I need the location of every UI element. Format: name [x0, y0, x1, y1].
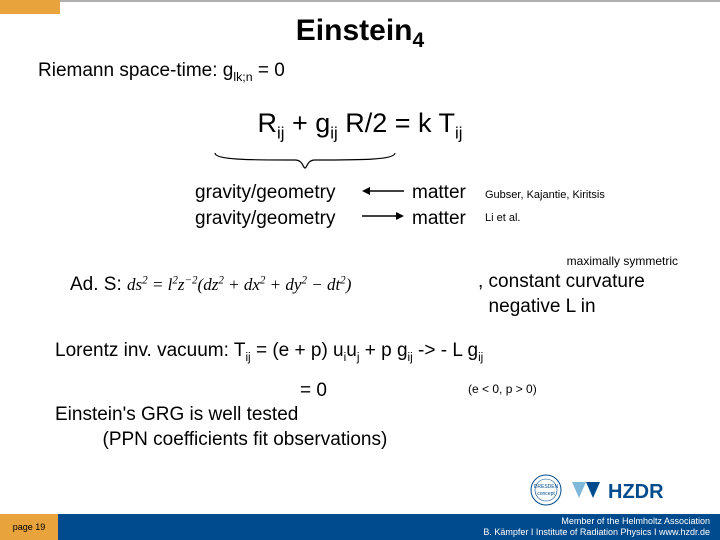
slide: Einstein4 Riemann space-time: glk;n = 0 … — [0, 0, 720, 540]
ads-label: Ad. S: — [70, 274, 127, 295]
lorentz-line: Lorentz inv. vacuum: Tij = (e + p) uiuj … — [55, 340, 483, 364]
constcurv-line2: negative L in — [478, 295, 645, 320]
underbrace — [210, 150, 400, 172]
slide-title: Einstein4 — [0, 14, 720, 53]
arrow-right-icon — [358, 206, 408, 226]
gravity-line1: gravity/geometry — [195, 180, 335, 206]
einstein-equation: Rij + gij R/2 = k Tij — [0, 108, 720, 143]
equals-zero: = 0 — [300, 380, 327, 402]
subtitle-prefix: Riemann space-time: g — [38, 60, 233, 81]
brace-icon — [210, 150, 400, 172]
const-curvature: , constant curvature negative L in — [478, 270, 645, 319]
ads-line: Ad. S: ds2 = l2z−2(dz2 + dx2 + dy2 − dt2… — [70, 274, 351, 296]
grg-block: Einstein's GRG is well tested (PPN coeff… — [55, 403, 387, 452]
svg-text:HZDR: HZDR — [608, 481, 664, 503]
arrows-block — [358, 181, 408, 226]
matter-line1: matter — [412, 180, 466, 206]
ep-note: (e < 0, p > 0) — [468, 382, 537, 396]
topbar-grayline — [60, 0, 720, 2]
hzdr-logo-icon: DRESDEN concept HZDR — [528, 472, 698, 508]
title-sub: 4 — [413, 29, 425, 52]
grg-line2: (PPN coefficients fit observations) — [55, 428, 387, 453]
logo-block: DRESDEN concept HZDR — [528, 472, 698, 508]
topbar — [0, 0, 720, 14]
matter-block: matter matter — [412, 180, 466, 231]
grg-line1: Einstein's GRG is well tested — [55, 403, 387, 428]
arrow-left-icon — [358, 181, 408, 201]
footer-info: Member of the Helmholtz Association B. K… — [58, 514, 720, 540]
footer-line1: Member of the Helmholtz Association — [58, 516, 710, 527]
topbar-orange — [0, 0, 60, 14]
gravity-block: gravity/geometry gravity/geometry — [195, 180, 335, 231]
refs-line1: Gubser, Kajantie, Kiritsis — [485, 184, 605, 207]
footer-line2: B. Kämpfer I Institute of Radiation Phys… — [58, 527, 710, 538]
gravity-line2: gravity/geometry — [195, 206, 335, 232]
riemann-subtitle: Riemann space-time: glk;n = 0 — [38, 60, 285, 84]
subtitle-sub: lk;n — [233, 70, 252, 84]
subtitle-suffix: = 0 — [253, 60, 285, 81]
constcurv-line1: , constant curvature — [478, 270, 645, 295]
ads-formula: ds2 = l2z−2(dz2 + dx2 + dy2 − dt2) — [127, 275, 351, 294]
title-main: Einstein — [296, 14, 413, 47]
footer-page: page 19 — [0, 514, 58, 540]
footer: page 19 Member of the Helmholtz Associat… — [0, 514, 720, 540]
maxsym-label: maximally symmetric — [567, 254, 678, 268]
svg-text:concept: concept — [537, 491, 555, 497]
matter-line2: matter — [412, 206, 466, 232]
svg-text:DRESDEN: DRESDEN — [534, 484, 559, 490]
refs-block: Gubser, Kajantie, Kiritsis Li et al. — [485, 184, 605, 229]
refs-line2: Li et al. — [485, 207, 605, 230]
